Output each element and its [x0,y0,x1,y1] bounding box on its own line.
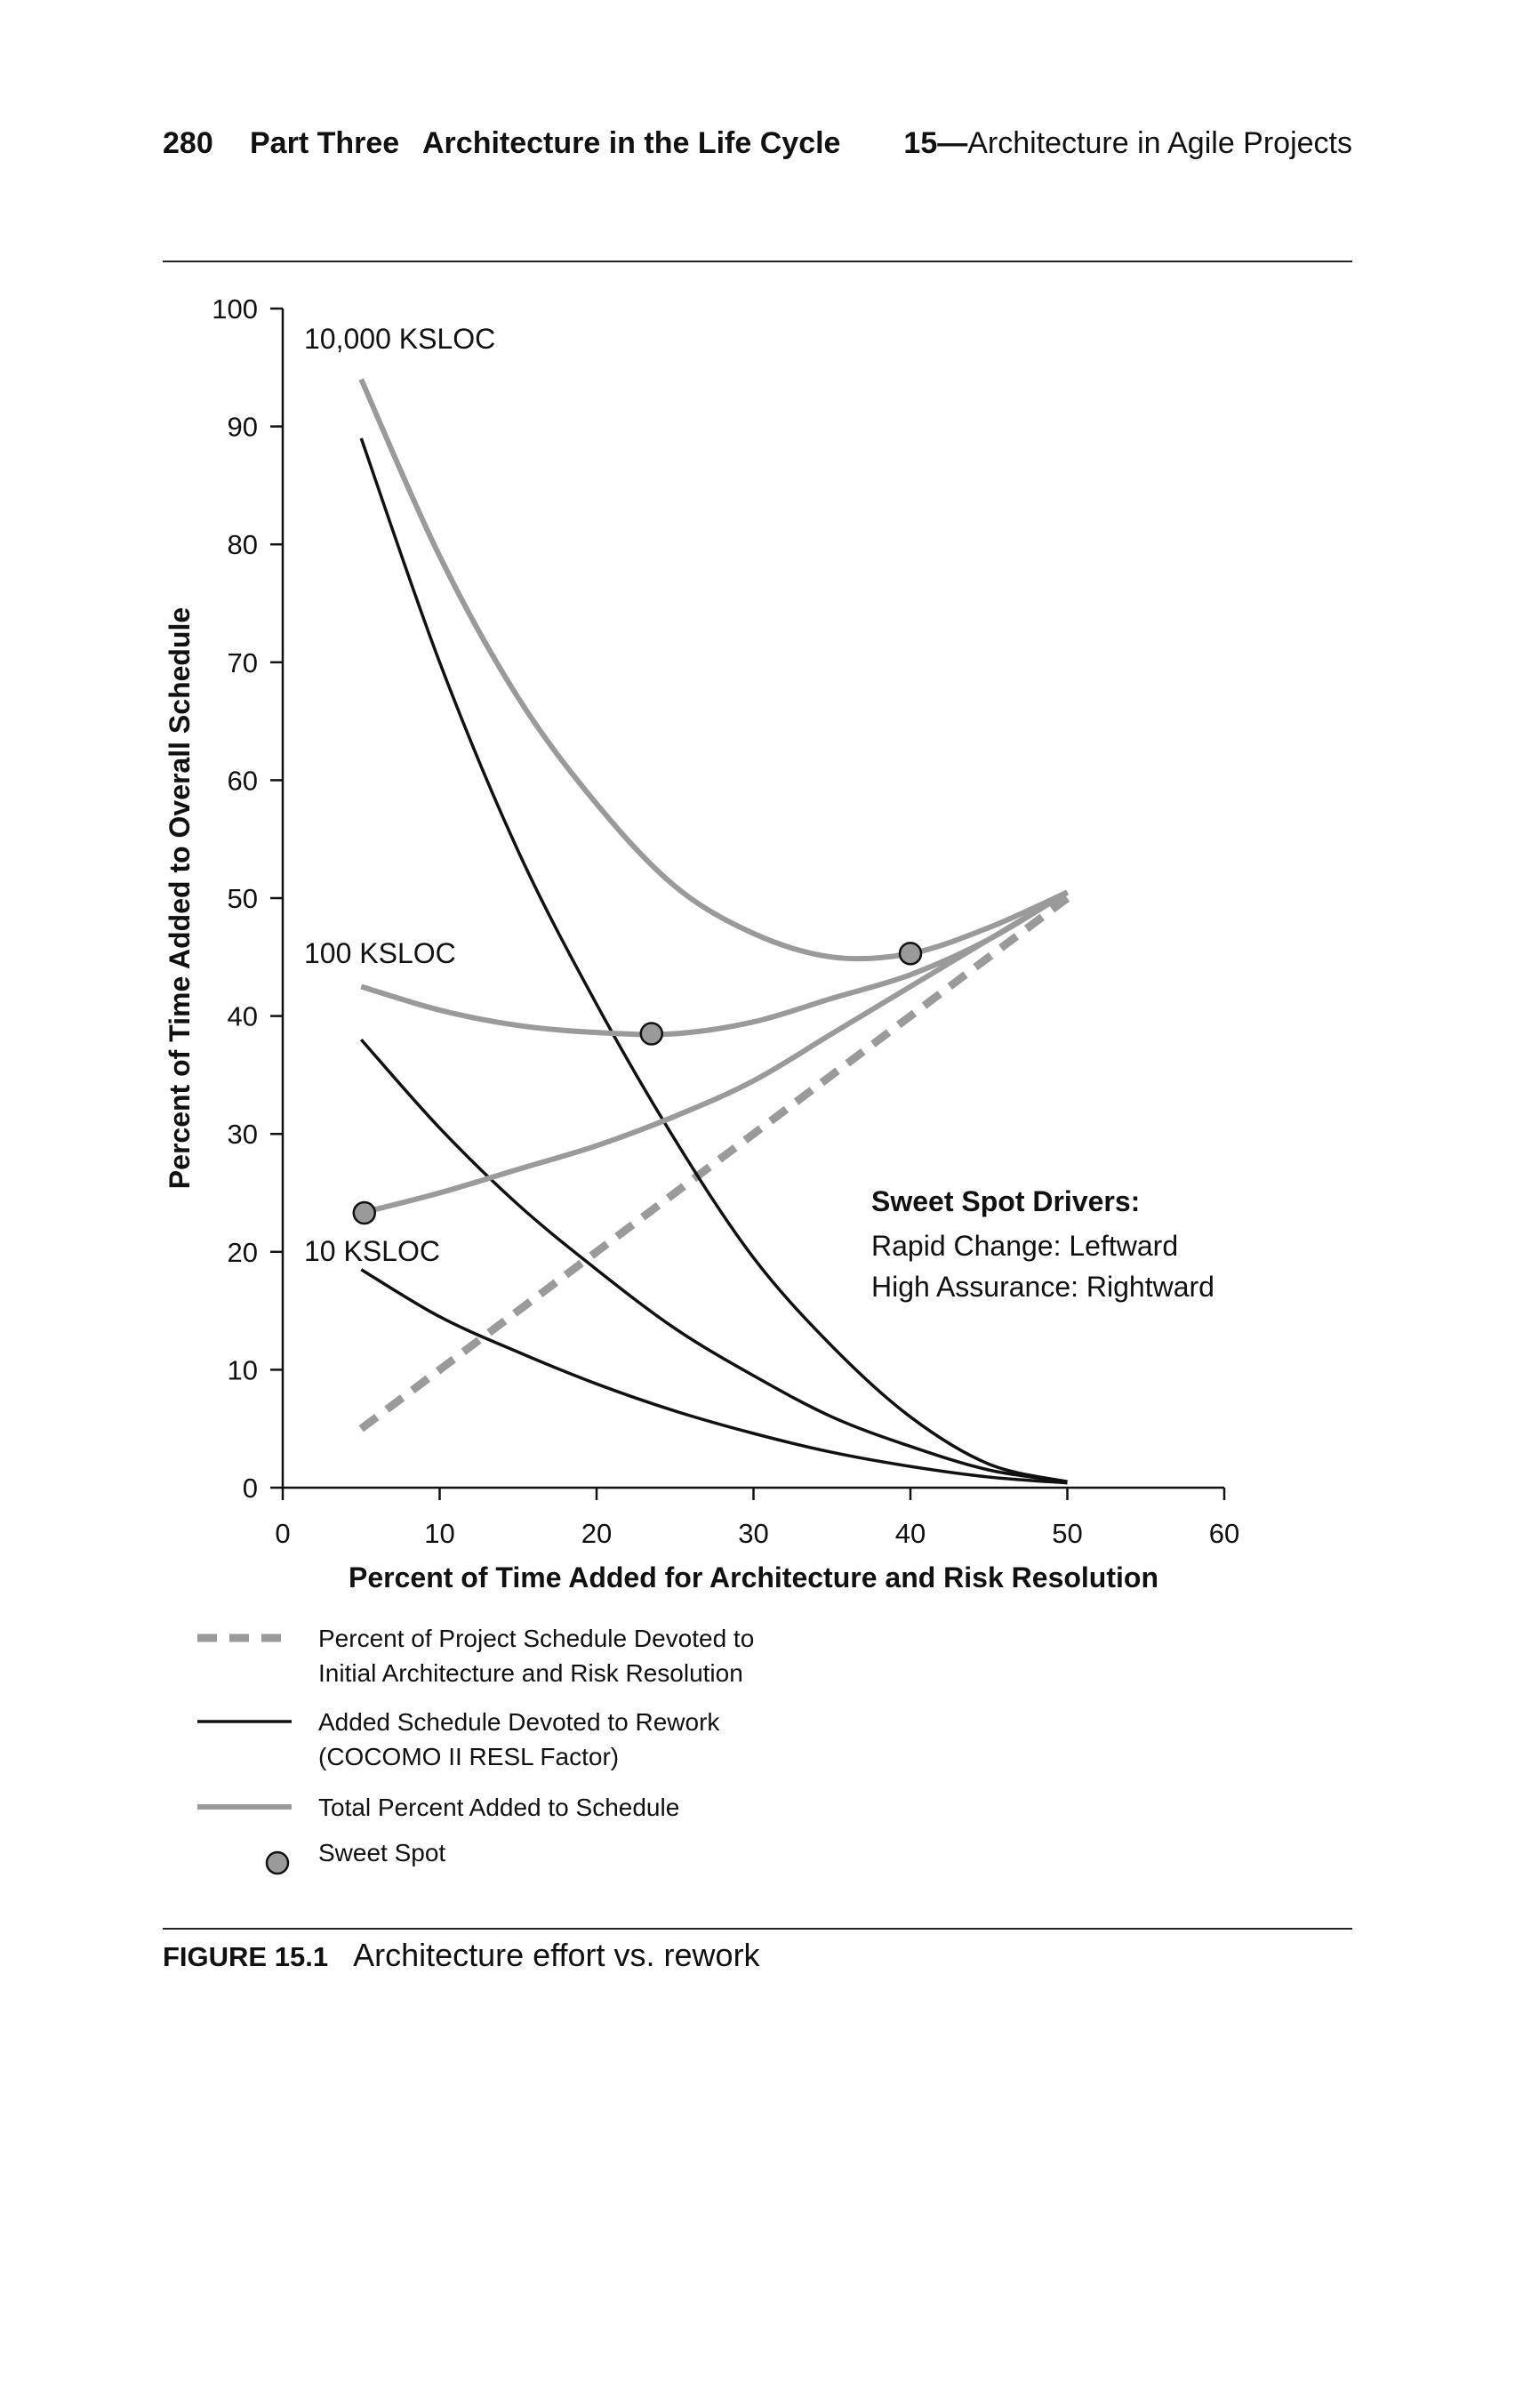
curve-label: 10 KSLOC [304,1235,440,1267]
sweet-spot-point [639,1022,664,1046]
x-tick-label: 50 [1052,1518,1082,1549]
y-tick-label: 90 [228,412,258,443]
annotation-line: High Assurance: Rightward [871,1271,1214,1303]
curve-label: 10,000 KSLOC [304,323,495,355]
figure-chart: 0 10 20 30 40 50 60 70 80 90 100 0 10 20 30 40 50 60 Perce… [164,293,1239,1875]
x-axis-label: Percent of Time Added for Architecture a… [349,1561,1158,1593]
y-tick-label: 40 [228,1001,258,1032]
x-tick-label: 60 [1209,1518,1239,1549]
caption-text: Architecture effort vs. rework [353,1937,760,1973]
legend-sweet-spot-symbol [265,1850,290,1875]
rework-curve [359,437,1068,1484]
x-tick-label: 30 [738,1518,768,1549]
x-tick-label: 0 [275,1518,290,1549]
x-tick-label: 40 [895,1518,926,1549]
figure-caption: FIGURE 15.1 Architecture effort vs. rewor… [163,1937,760,1974]
caption-rule [163,1928,1352,1930]
chapter-separator: — [937,126,968,160]
legend-label: Added Schedule Devoted to Rework [318,1708,720,1736]
y-tick-label: 30 [228,1119,258,1150]
x-tick-label: 10 [424,1518,454,1549]
legend-label: Total Percent Added to Schedule [318,1794,679,1821]
page-number: 280 [163,126,213,160]
header-rule [163,261,1352,262]
chapter-title: Architecture in Agile Projects [967,126,1352,160]
rework-curve [359,1038,1068,1484]
caption-label: FIGURE 15.1 [163,1941,329,1972]
legend-label: (COCOMO II RESL Factor) [318,1743,619,1770]
chapter-number: 15 [903,126,938,160]
total-schedule-curve [360,889,1070,1038]
x-tick-label: 20 [581,1518,612,1549]
architecture-time-line [358,895,1070,1433]
annotation-line: Rapid Change: Leftward [871,1230,1178,1262]
curve-label: 100 KSLOC [304,937,456,969]
part-label: Part Three [250,126,400,160]
y-tick-label: 80 [228,529,258,560]
y-tick-label: 0 [243,1473,258,1504]
y-axis-label: Percent of Time Added to Overall Schedul… [164,607,196,1189]
rework-curve [360,1268,1068,1485]
legend-label: Sweet Spot [318,1839,445,1866]
y-tick-label: 70 [228,647,258,678]
legend-label: Initial Architecture and Risk Resolution [318,1659,743,1687]
y-tick-label: 20 [228,1237,258,1268]
y-tick-label: 10 [228,1354,258,1385]
legend-label: Percent of Project Schedule Devoted to [318,1625,754,1652]
annotation-title: Sweet Spot Drivers: [871,1185,1140,1217]
part-title: Architecture in the Life Cycle [422,126,841,160]
y-tick-label: 60 [228,765,258,796]
chapter-header: 15—Architecture in Agile Projects [903,126,1352,161]
sweet-spot-point [898,942,923,966]
total-schedule-curve [360,889,1070,1216]
y-tick-label: 100 [212,293,258,325]
y-tick-label: 50 [228,883,258,914]
total-schedule-curve [358,378,1069,962]
sweet-spot-point [352,1200,377,1225]
